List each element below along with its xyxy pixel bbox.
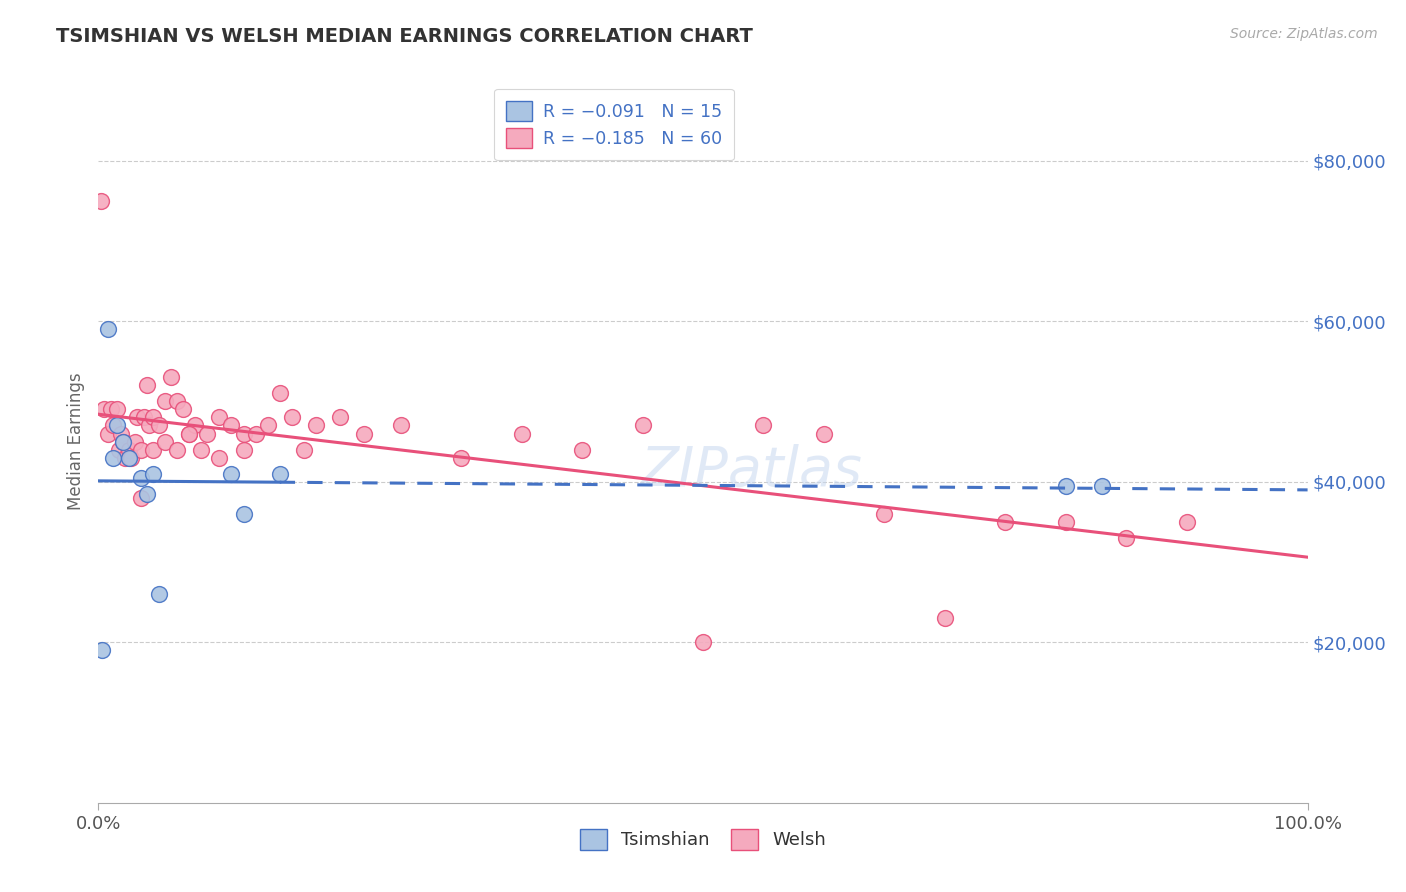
Point [160, 370, 183, 384]
Point [129, 470, 152, 484]
Point [631, 418, 654, 433]
Point [208, 410, 231, 425]
Point [232, 507, 254, 521]
Text: TSIMSHIAN VS WELSH MEDIAN EARNINGS CORRELATION CHART: TSIMSHIAN VS WELSH MEDIAN EARNINGS CORRE… [56, 27, 754, 45]
Point [208, 450, 231, 465]
Point [142, 442, 165, 457]
Point [245, 426, 267, 441]
Point [101, 450, 124, 465]
Point [120, 450, 142, 465]
Point [105, 402, 128, 417]
Point [100, 402, 122, 417]
Point [118, 450, 141, 465]
Point [873, 507, 896, 521]
Point [1175, 515, 1198, 529]
Point [108, 442, 131, 457]
Point [305, 418, 328, 433]
Point [90, 194, 112, 208]
Point [184, 418, 207, 433]
Point [127, 410, 149, 425]
Point [256, 418, 278, 433]
Point [97, 322, 120, 336]
Point [142, 467, 165, 481]
Point [148, 587, 170, 601]
Point [232, 442, 254, 457]
Point [129, 442, 152, 457]
Point [269, 386, 291, 401]
Legend: Tsimshian, Welsh: Tsimshian, Welsh [571, 820, 835, 859]
Point [124, 434, 146, 449]
Point [752, 418, 775, 433]
Point [135, 378, 157, 392]
Point [934, 611, 956, 625]
Point [1054, 515, 1077, 529]
Point [142, 410, 165, 425]
Point [153, 434, 176, 449]
Point [232, 426, 254, 441]
Point [571, 442, 593, 457]
Point [114, 450, 136, 465]
Point [281, 410, 304, 425]
Point [97, 426, 120, 441]
Point [153, 394, 176, 409]
Point [195, 426, 218, 441]
Point [292, 442, 315, 457]
Point [692, 635, 714, 649]
Point [329, 410, 352, 425]
Point [101, 418, 124, 433]
Point [166, 394, 188, 409]
Point [1054, 478, 1077, 492]
Point [105, 418, 128, 433]
Text: Source: ZipAtlas.com: Source: ZipAtlas.com [1230, 27, 1378, 41]
Point [111, 434, 134, 449]
Point [353, 426, 375, 441]
Point [269, 467, 291, 481]
Point [93, 402, 115, 417]
Point [91, 643, 114, 657]
Point [135, 486, 157, 500]
Point [148, 418, 170, 433]
Point [179, 426, 201, 441]
Point [994, 515, 1017, 529]
Point [221, 418, 243, 433]
Point [389, 418, 412, 433]
Point [1091, 478, 1114, 492]
Point [221, 467, 243, 481]
Point [450, 450, 472, 465]
Point [166, 442, 188, 457]
Point [190, 442, 212, 457]
Point [179, 426, 201, 441]
Y-axis label: Median Earnings: Median Earnings [67, 373, 86, 510]
Point [172, 402, 194, 417]
Point [118, 442, 141, 457]
Text: ZIPatlas: ZIPatlas [640, 444, 862, 497]
Point [129, 491, 152, 505]
Point [110, 426, 132, 441]
Point [111, 434, 134, 449]
Point [134, 410, 156, 425]
Point [1115, 531, 1137, 545]
Point [813, 426, 835, 441]
Point [510, 426, 533, 441]
Point [138, 418, 160, 433]
